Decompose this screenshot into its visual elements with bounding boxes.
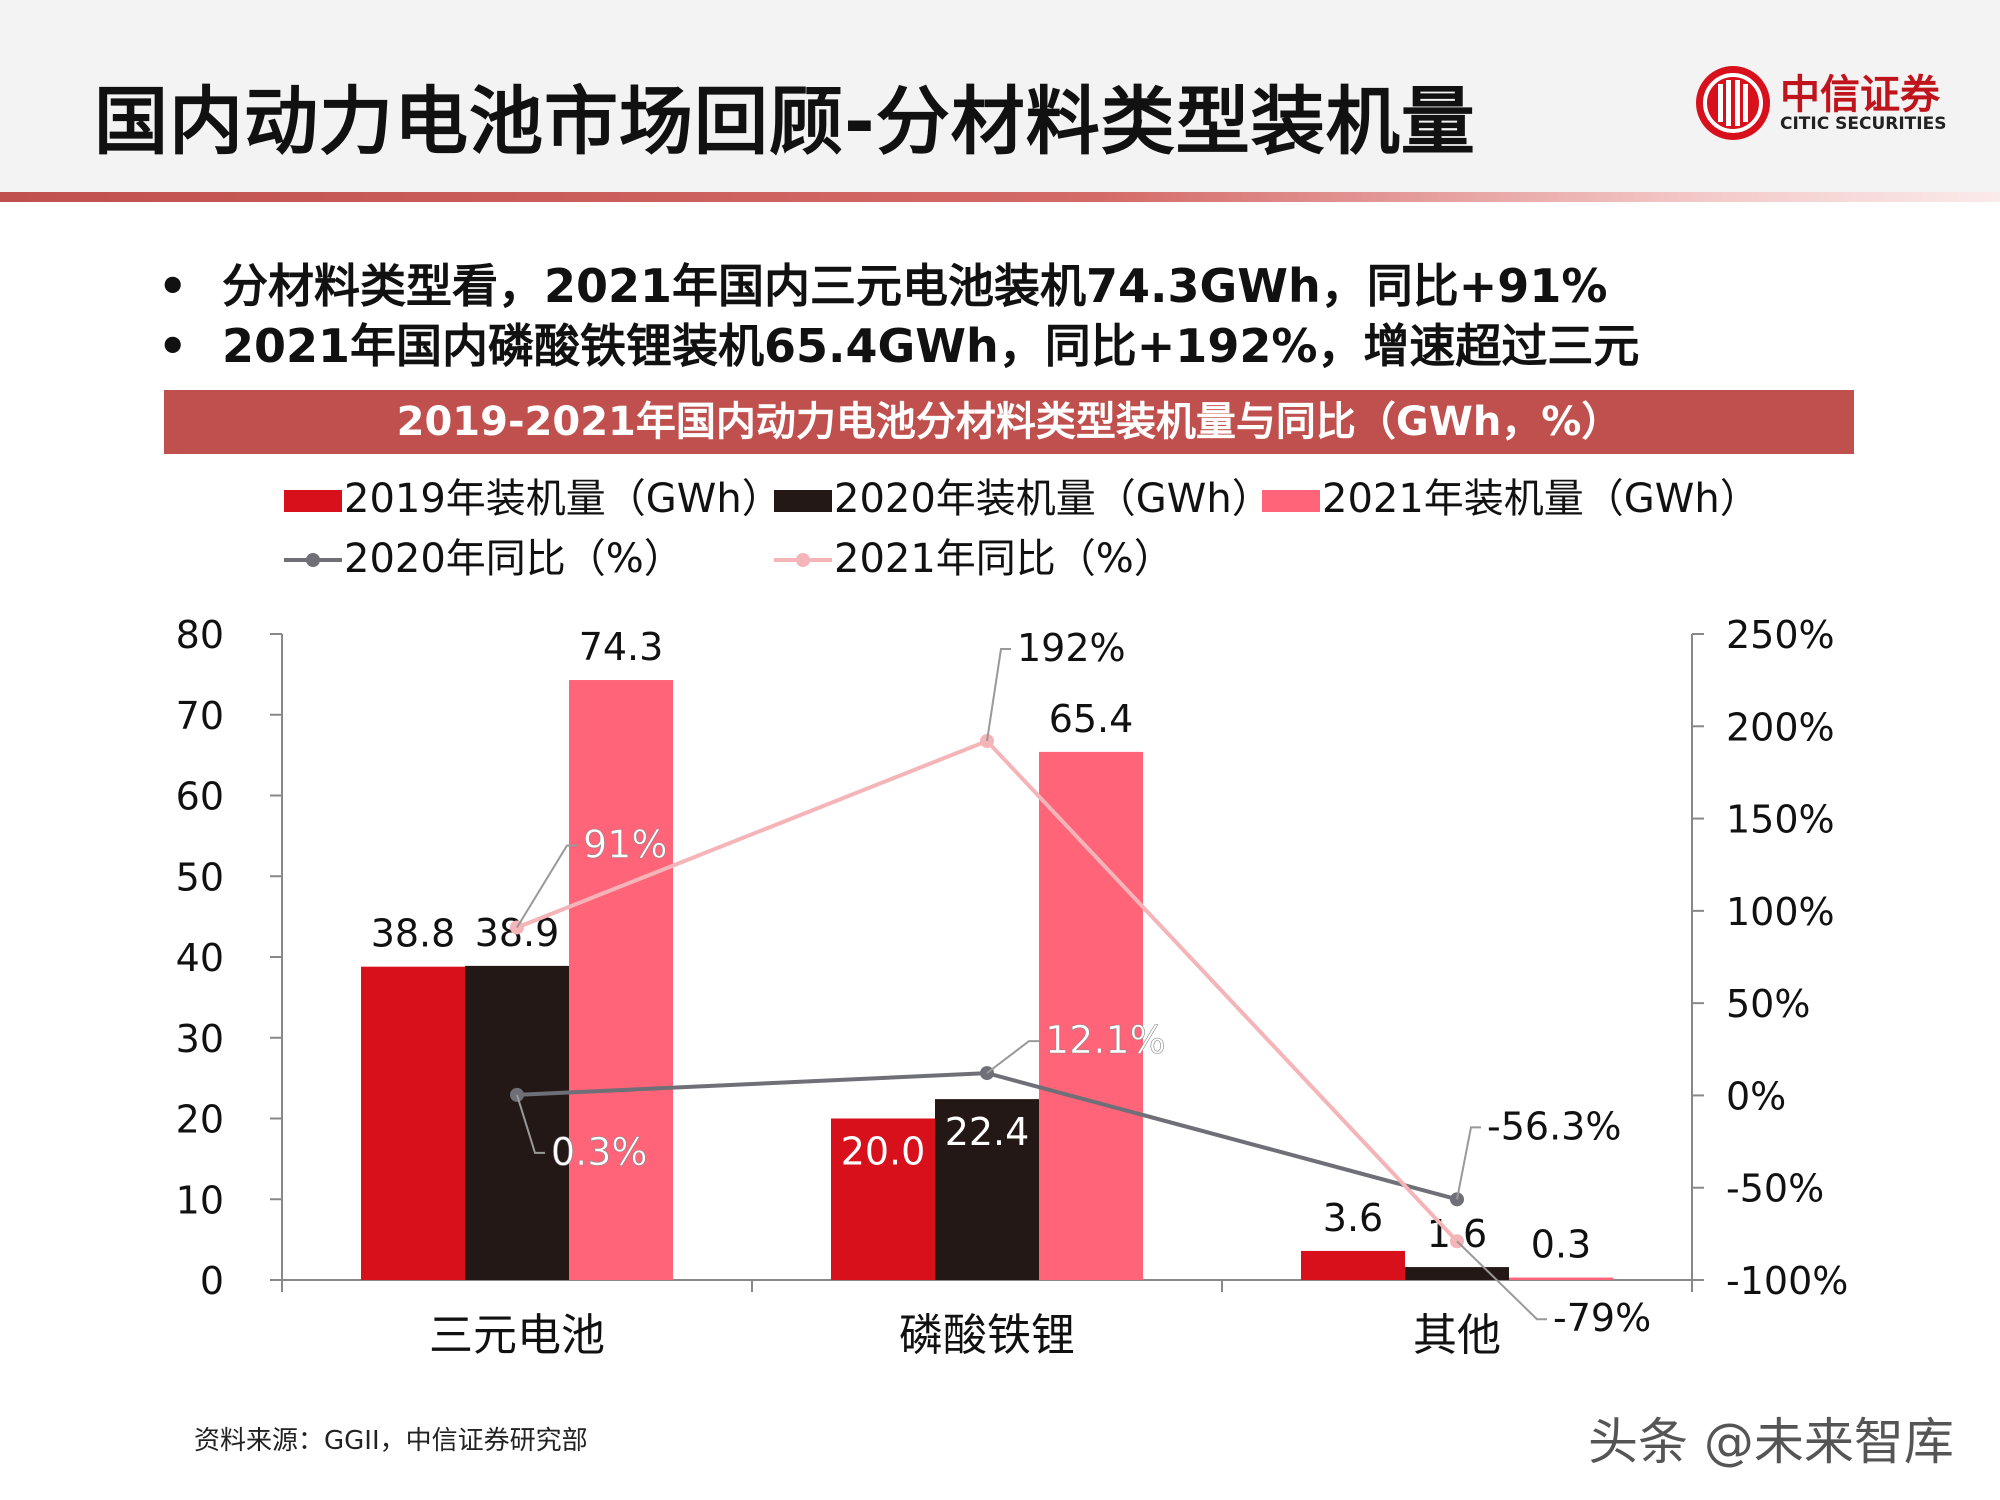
header-bar xyxy=(0,0,2000,192)
label-leader xyxy=(986,648,1011,742)
bullet-dot: • xyxy=(158,319,188,373)
y-tick-label-left: 50 xyxy=(176,855,224,899)
bar-value-label: 0.3 xyxy=(1531,1223,1591,1267)
y-tick-label-left: 40 xyxy=(176,936,224,980)
bar xyxy=(569,680,673,1280)
legend-label: 2019年装机量（GWh） xyxy=(344,476,782,522)
y-tick-label-left: 0 xyxy=(200,1259,224,1303)
y-tick-label-left: 60 xyxy=(176,775,224,819)
bullet-text: 2021年国内磷酸铁锂装机65.4GWh，同比+192%，增速超过三元 xyxy=(222,319,1640,373)
y-tick-label-right: -100% xyxy=(1726,1259,1848,1303)
watermark: 头条 @未来智库 xyxy=(1588,1413,1954,1471)
line-value-label: 192% xyxy=(1017,626,1126,670)
legend-label: 2020年同比（%） xyxy=(344,536,684,582)
source-note: 资料来源：GGII，中信证券研究部 xyxy=(194,1426,588,1456)
y-tick-label-left: 30 xyxy=(176,1017,224,1061)
y-tick-label-right: 200% xyxy=(1726,705,1835,749)
y-tick-label-right: 150% xyxy=(1726,798,1835,842)
legend-swatch xyxy=(774,490,832,512)
line-value-label: -79% xyxy=(1553,1296,1651,1340)
bullet-item: • 分材料类型看，2021年国内三元电池装机74.3GWh，同比+91% xyxy=(150,256,1639,316)
legend-label: 2021年同比（%） xyxy=(834,536,1174,582)
bullet-list: • 分材料类型看，2021年国内三元电池装机74.3GWh，同比+91% • 2… xyxy=(150,256,1639,376)
chart-banner: 2019-2021年国内动力电池分材料类型装机量与同比（GWh，%） xyxy=(164,390,1854,454)
bar-value-label: 22.4 xyxy=(945,1110,1030,1154)
y-tick-label-right: 100% xyxy=(1726,890,1835,934)
legend-label: 2020年装机量（GWh） xyxy=(834,476,1272,522)
x-tick-label: 三元电池 xyxy=(429,1310,605,1361)
bar xyxy=(465,965,569,1280)
legend-swatch-marker xyxy=(306,553,320,567)
y-tick-label-right: 0% xyxy=(1726,1074,1786,1118)
page-title: 国内动力电池市场回顾-分材料类型装机量 xyxy=(94,79,1476,165)
y-tick-label-right: 50% xyxy=(1726,982,1810,1026)
bar xyxy=(935,1099,1039,1280)
x-tick-label: 磷酸铁锂 xyxy=(899,1310,1075,1361)
x-tick-label: 其他 xyxy=(1413,1310,1501,1361)
bar-value-label: 38.8 xyxy=(371,912,456,956)
bar-value-label: 20.0 xyxy=(841,1130,926,1174)
header-rule xyxy=(0,192,2000,202)
line-value-label: 12.1% xyxy=(1045,1018,1166,1062)
citic-logo-icon xyxy=(1696,66,1770,140)
label-leader xyxy=(986,1040,1039,1074)
logo-name-cn: 中信证券 xyxy=(1780,72,1940,118)
y-tick-label-left: 10 xyxy=(176,1178,224,1222)
logo-name-en: CITIC SECURITIES xyxy=(1780,114,1947,134)
bar xyxy=(1039,751,1143,1280)
legend-label: 2021年装机量（GWh） xyxy=(1322,476,1760,522)
bar-value-label: 74.3 xyxy=(579,625,664,669)
line-value-label: -56.3% xyxy=(1487,1104,1621,1148)
legend-swatch xyxy=(284,490,342,512)
label-leader xyxy=(1456,1126,1481,1200)
bar xyxy=(831,1118,935,1280)
y-tick-label-right: -50% xyxy=(1726,1167,1824,1211)
y-tick-label-left: 80 xyxy=(176,613,224,657)
bar xyxy=(361,966,465,1280)
bar xyxy=(1509,1277,1613,1280)
bullet-dot: • xyxy=(158,259,188,313)
bar-value-label: 3.6 xyxy=(1323,1196,1383,1240)
label-leader xyxy=(516,844,577,928)
y-tick-label-right: 250% xyxy=(1726,613,1835,657)
label-leader xyxy=(1456,1240,1547,1321)
bullet-item: • 2021年国内磷酸铁锂装机65.4GWh，同比+192%，增速超过三元 xyxy=(150,316,1639,376)
citic-logo: 中信证券 CITIC SECURITIES xyxy=(1696,62,1986,148)
bar xyxy=(1301,1250,1405,1280)
bar xyxy=(1405,1267,1509,1280)
y-tick-label-left: 20 xyxy=(176,1098,224,1142)
bullet-text: 分材料类型看，2021年国内三元电池装机74.3GWh，同比+91% xyxy=(222,259,1608,313)
line-value-label: 0.3% xyxy=(551,1130,648,1174)
line-value-label: 91% xyxy=(583,822,667,866)
legend-swatch xyxy=(1262,490,1320,512)
legend-swatch-marker xyxy=(796,553,810,567)
label-leader xyxy=(516,1094,545,1154)
y-tick-label-left: 70 xyxy=(176,694,224,738)
bar-value-label: 65.4 xyxy=(1049,697,1134,741)
